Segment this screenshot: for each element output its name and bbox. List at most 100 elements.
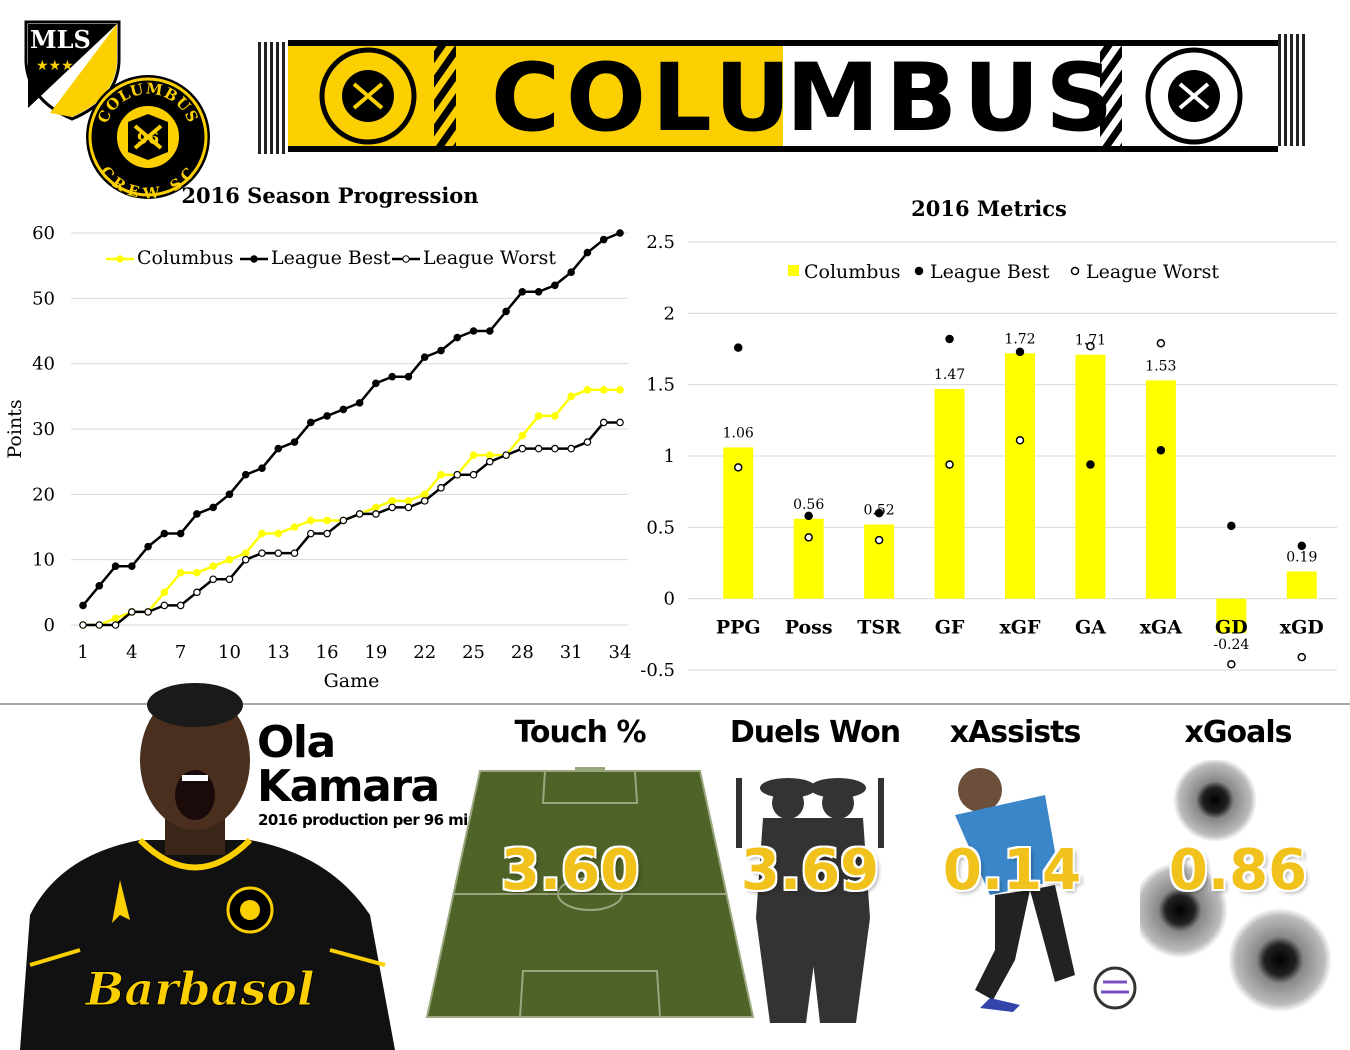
line-chart-legend: Columbus League Best League Worst	[106, 247, 556, 269]
data-label: 1.47	[934, 367, 965, 383]
data-point	[241, 470, 250, 479]
x-tick-label: 10	[218, 642, 241, 663]
data-point	[518, 431, 527, 440]
banner-word-left: COLU	[491, 44, 797, 153]
data-point	[355, 399, 364, 407]
data-point	[290, 523, 299, 531]
data-point	[404, 372, 413, 381]
legend-label: League Worst	[423, 247, 556, 269]
category-label: GA	[1075, 617, 1106, 639]
bar-xgf	[1005, 353, 1035, 599]
data-point	[323, 516, 331, 525]
league-worst-marker-poss	[804, 533, 813, 542]
data-point	[128, 608, 136, 616]
data-point	[193, 510, 201, 518]
data-point	[225, 575, 234, 584]
data-point	[599, 386, 608, 394]
legend-label: League Worst	[1086, 261, 1219, 283]
soccer-player-kicking-icon	[955, 768, 1137, 1012]
data-point	[437, 346, 445, 355]
data-point	[290, 549, 299, 557]
data-point	[469, 470, 478, 479]
data-label: 1.53	[1145, 358, 1176, 374]
category-label: GD	[1215, 617, 1248, 639]
x-tick-label: 25	[462, 642, 485, 663]
legend-entry: League Best	[240, 247, 391, 269]
svg-text:★★★: ★★★	[36, 58, 74, 74]
category-label: xGF	[999, 617, 1041, 639]
x-tick-label: 7	[175, 642, 186, 663]
league-worst-marker-gd	[1227, 660, 1236, 669]
data-point	[176, 601, 185, 610]
league-best-marker-gf	[945, 334, 954, 344]
bar-chart-category-labels: PPG Poss TSR GF xGF GA xGA GD xGD	[716, 617, 1324, 639]
line-chart-ylabel: Points	[4, 399, 26, 458]
data-point	[534, 444, 543, 453]
data-point	[307, 418, 315, 427]
data-point	[323, 529, 331, 538]
legend-entry: League Worst	[392, 247, 556, 269]
bar-chart-markers	[733, 334, 1307, 669]
data-point	[486, 457, 494, 466]
x-tick-label: 1	[77, 642, 88, 663]
data-point	[160, 588, 169, 597]
line-chart-gridlines	[71, 232, 628, 626]
data-point	[534, 412, 543, 420]
data-point	[583, 386, 592, 394]
data-point	[274, 529, 283, 538]
league-best-marker-gd	[1227, 521, 1236, 531]
data-point	[258, 464, 266, 473]
player-first-name: Ola	[257, 717, 336, 768]
category-label: PPG	[716, 617, 761, 639]
y-tick-label: 10	[32, 550, 55, 571]
league-best-marker-xgd	[1297, 541, 1307, 551]
line-chart-xlabel: Game	[324, 670, 380, 692]
data-point	[404, 497, 413, 505]
data-point	[193, 568, 201, 577]
bar-chart-y-ticks: -0.5 0 0.5 1 1.5 2 2.5	[640, 232, 675, 681]
data-point	[420, 497, 429, 505]
data-point	[95, 621, 104, 629]
y-tick-label: 2	[664, 303, 675, 324]
legend-marker	[914, 266, 924, 276]
duels-won-value: 3.69	[740, 838, 880, 903]
data-label: 1.71	[1075, 333, 1106, 349]
y-tick-label: 1.5	[646, 375, 675, 396]
data-point	[209, 562, 217, 571]
data-label: 0.56	[793, 497, 824, 513]
mls-logo: MLS ★★★	[24, 20, 121, 121]
legend-marker	[402, 255, 410, 263]
data-point	[583, 438, 592, 446]
data-point	[502, 307, 510, 316]
bar-xga	[1145, 380, 1176, 599]
season-progression-chart: 0 10 20 30 40 50 60 1 4 7 10 13 16 19 22 25 28 31 34 Colu…	[4, 223, 631, 692]
y-tick-label: 0	[44, 615, 55, 636]
data-point	[160, 601, 169, 610]
legend-label: Columbus	[804, 261, 900, 283]
data-point	[420, 353, 429, 361]
x-tick-label: 4	[126, 642, 137, 663]
data-point	[193, 588, 201, 597]
data-point	[160, 529, 169, 538]
bar-poss	[793, 518, 824, 599]
legend-label: League Best	[271, 247, 391, 269]
data-point	[583, 248, 592, 257]
jersey-sponsor: Barbasol	[84, 962, 315, 1016]
series-columbus	[79, 386, 624, 629]
bar-ppg	[723, 447, 754, 599]
data-point	[502, 451, 510, 459]
category-label: xGD	[1280, 617, 1324, 639]
data-point	[258, 529, 266, 538]
data-point	[144, 542, 152, 551]
y-tick-label: 20	[32, 484, 55, 505]
league-best-marker-ppg	[733, 343, 743, 352]
category-label: TSR	[857, 617, 901, 639]
data-point	[551, 444, 559, 453]
data-point	[567, 268, 575, 277]
player-photo: Barbasol	[20, 683, 395, 1050]
bar-ga	[1075, 354, 1106, 599]
bar-xgd	[1286, 571, 1317, 599]
league-worst-marker-xgf	[1015, 436, 1025, 445]
xassists-label: xAssists	[949, 715, 1082, 750]
league-worst-marker-tsr	[874, 535, 884, 545]
